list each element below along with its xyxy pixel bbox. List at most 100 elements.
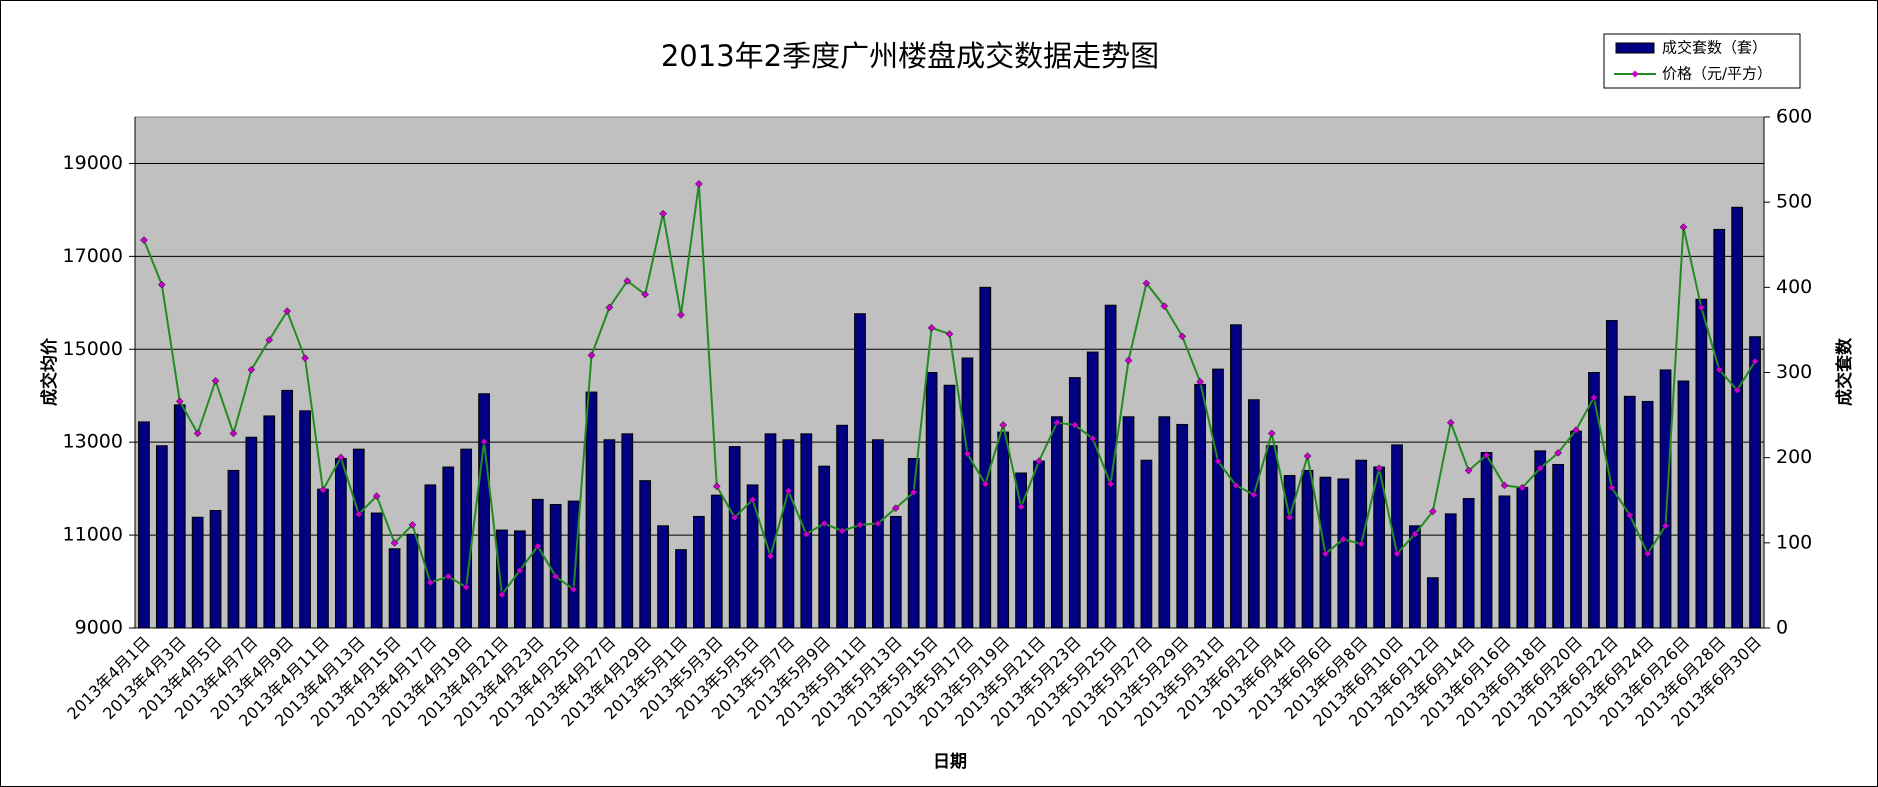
marker: [462, 583, 471, 591]
bar: [907, 458, 920, 629]
y2-tick-label: 200: [1776, 446, 1812, 468]
marker: [444, 572, 453, 581]
marker: [712, 482, 721, 491]
y-tick-label: 19000: [63, 152, 123, 174]
bar: [1444, 513, 1457, 629]
marker: [1088, 434, 1097, 443]
bar: [1212, 368, 1224, 629]
bar: [514, 530, 526, 629]
bar: [567, 500, 580, 629]
bar: [317, 488, 329, 629]
bar: [334, 458, 347, 629]
marker: [1339, 535, 1348, 544]
y-axis-title: 成交均价: [39, 337, 60, 406]
marker: [963, 449, 972, 458]
bar: [1301, 469, 1314, 629]
marker: [1411, 530, 1419, 539]
marker: [551, 572, 560, 581]
bar: [1068, 377, 1081, 629]
y-tick-label: 13000: [63, 431, 123, 453]
bar: [227, 469, 240, 629]
bar: [352, 448, 365, 629]
marker: [587, 351, 596, 360]
bar: [1373, 466, 1385, 629]
marker: [999, 421, 1008, 429]
marker: [211, 377, 220, 385]
y-tick-label: 17000: [63, 245, 123, 267]
bar: [1247, 399, 1260, 629]
bar: [603, 439, 616, 629]
bar: [979, 286, 992, 629]
marker: [945, 330, 954, 338]
bar: [299, 410, 311, 629]
bar: [1194, 383, 1206, 629]
marker: [1357, 540, 1366, 548]
bar: [1713, 228, 1726, 629]
marker: [927, 324, 936, 332]
marker: [856, 521, 864, 529]
marker: [1643, 549, 1652, 558]
bar: [854, 313, 866, 629]
marker: [1267, 429, 1276, 438]
bar: [173, 404, 186, 629]
x-axis-title: 日期: [933, 752, 967, 772]
bar: [1283, 475, 1296, 629]
marker: [981, 480, 990, 488]
marker: [265, 336, 274, 344]
bar: [245, 436, 258, 629]
bar: [1659, 369, 1672, 629]
marker: [1035, 457, 1043, 466]
marker: [1196, 377, 1204, 386]
y2-tick-label: 0: [1776, 617, 1788, 639]
marker: [1178, 332, 1187, 341]
bar: [1695, 298, 1708, 629]
bar: [496, 529, 508, 629]
bar: [1140, 459, 1153, 629]
marker: [1160, 302, 1169, 310]
bar: [406, 533, 419, 629]
bar: [1552, 463, 1565, 629]
marker: [874, 519, 882, 528]
bar: [782, 439, 795, 629]
marker: [1214, 457, 1222, 466]
y-tick-label: 15000: [63, 338, 123, 360]
y2-tick-label: 400: [1776, 276, 1812, 298]
marker: [730, 513, 739, 522]
bar: [836, 424, 848, 629]
bar: [424, 484, 437, 629]
bar: [209, 509, 222, 629]
bar: [1015, 472, 1027, 629]
marker: [1321, 549, 1330, 558]
bar: [1677, 380, 1690, 629]
marker: [301, 354, 309, 362]
marker: [1482, 451, 1491, 460]
marker: [838, 527, 846, 535]
legend-label: 成交套数（套）: [1662, 39, 1767, 57]
bar: [1749, 336, 1761, 629]
bar: [460, 448, 473, 629]
bar: [1158, 416, 1171, 629]
marker: [623, 277, 632, 285]
bar: [818, 465, 831, 629]
bar: [1086, 351, 1099, 629]
bar: [1605, 320, 1618, 629]
bar: [1534, 450, 1547, 629]
marker: [319, 486, 327, 494]
marker: [569, 585, 578, 594]
bar: [1462, 498, 1475, 629]
marker: [1572, 426, 1580, 434]
marker: [1715, 365, 1724, 374]
marker: [193, 429, 202, 438]
marker: [1464, 466, 1473, 475]
marker: [480, 437, 488, 446]
bar: [1337, 478, 1350, 629]
marker: [1625, 511, 1634, 519]
marker: [1375, 464, 1383, 473]
bar: [1570, 430, 1582, 629]
marker: [408, 521, 417, 529]
marker: [1446, 418, 1455, 427]
marker: [1607, 483, 1616, 492]
bar: [1480, 452, 1493, 629]
y2-tick-label: 100: [1776, 531, 1812, 553]
